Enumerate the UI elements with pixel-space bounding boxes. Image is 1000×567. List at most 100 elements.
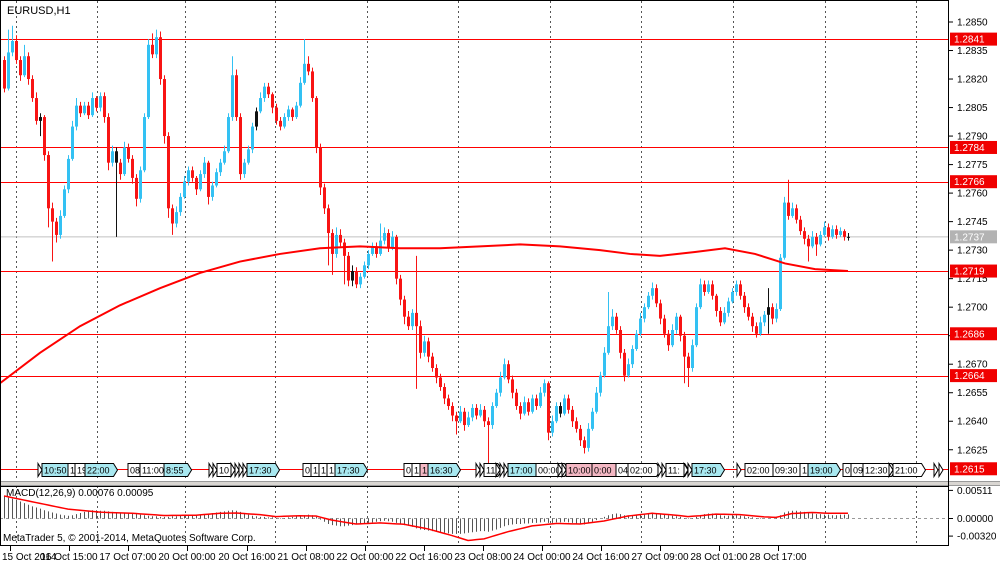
calendar-event-flag[interactable] bbox=[208, 461, 214, 479]
candle-body bbox=[711, 284, 714, 296]
calendar-event-flag[interactable] bbox=[657, 461, 663, 479]
calendar-event-flag[interactable] bbox=[212, 461, 218, 479]
price-axis-tick-label: 1.2670 bbox=[957, 360, 988, 371]
candle-body bbox=[31, 79, 34, 99]
calendar-event-flag[interactable] bbox=[691, 463, 726, 477]
calendar-event-flag[interactable] bbox=[238, 461, 244, 479]
candle-body bbox=[643, 307, 646, 319]
price-axis-tick-label: 1.2715 bbox=[957, 274, 988, 285]
calendar-event-flag-time: 21:00 bbox=[895, 466, 918, 476]
calendar-event-flag[interactable] bbox=[242, 461, 248, 479]
calendar-event-flag[interactable] bbox=[499, 461, 505, 479]
pane-splitter[interactable] bbox=[0, 481, 1000, 486]
candle-body bbox=[135, 177, 138, 199]
calendar-event-flag[interactable] bbox=[888, 461, 894, 479]
calendar-event-flag[interactable] bbox=[807, 463, 842, 477]
price-axis-tick-label: 1.2760 bbox=[957, 189, 988, 200]
calendar-event-flag[interactable] bbox=[479, 461, 485, 479]
candle-body bbox=[183, 181, 186, 197]
calendar-event-flag[interactable] bbox=[427, 463, 462, 477]
moving-average-line[interactable] bbox=[0, 243, 849, 385]
candle-body bbox=[495, 392, 498, 407]
candle-body bbox=[831, 229, 834, 237]
price-axis-tick-label: 1.2835 bbox=[957, 46, 988, 57]
calendar-event-flag-time: 0 bbox=[305, 466, 310, 476]
calendar-event-flag[interactable] bbox=[736, 461, 742, 479]
calendar-event-flag[interactable] bbox=[892, 463, 927, 477]
calendar-event-flag[interactable] bbox=[661, 461, 667, 479]
candle-body bbox=[463, 411, 466, 426]
calendar-event-flag[interactable] bbox=[933, 461, 939, 479]
candle-body bbox=[779, 257, 782, 310]
calendar-event-flag-time: 00:00 bbox=[538, 466, 561, 476]
chart-symbol-period-label: EURUSD,H1 bbox=[7, 5, 71, 17]
candle-body bbox=[343, 242, 346, 256]
candle-body bbox=[383, 233, 386, 241]
candle-body bbox=[715, 295, 718, 311]
candle-body bbox=[79, 105, 82, 114]
candle-body bbox=[719, 310, 722, 323]
candle-body bbox=[575, 421, 578, 429]
candle-body bbox=[635, 333, 638, 349]
level-price-badge bbox=[950, 264, 997, 278]
candle-body bbox=[615, 316, 618, 330]
price-axis-tick-label: 1.2850 bbox=[957, 18, 988, 29]
candle-body bbox=[691, 345, 694, 369]
price-axis-tick-label: 1.2820 bbox=[957, 75, 988, 86]
calendar-event-flag[interactable] bbox=[163, 463, 193, 477]
candle-body bbox=[255, 111, 258, 127]
calendar-event-flag[interactable] bbox=[234, 461, 240, 479]
candle-body bbox=[399, 278, 402, 300]
candle-body bbox=[243, 162, 246, 175]
candle-body bbox=[755, 326, 758, 334]
calendar-event-flag-time: 10:00 bbox=[568, 466, 591, 476]
time-axis-tick-label: 24 Oct 16:00 bbox=[572, 552, 630, 563]
candle-body bbox=[415, 312, 418, 327]
calendar-event-flag[interactable] bbox=[561, 461, 567, 479]
candle-body bbox=[667, 333, 670, 346]
time-axis-scale-area[interactable] bbox=[0, 546, 948, 567]
calendar-event-flag[interactable] bbox=[230, 461, 236, 479]
candle-body bbox=[443, 387, 446, 399]
candle-body bbox=[235, 75, 238, 118]
candle-body bbox=[431, 356, 434, 369]
candle-body bbox=[23, 56, 26, 76]
calendar-event-flag-time: 19 bbox=[77, 466, 87, 476]
candle-body bbox=[211, 185, 214, 197]
calendar-event-flag-time: 1 bbox=[414, 466, 419, 476]
candle-body bbox=[27, 56, 30, 80]
candle-body bbox=[563, 398, 566, 414]
candle-body bbox=[247, 149, 250, 163]
calendar-event-flag-time: 09 bbox=[853, 466, 863, 476]
time-axis-tick-label: 23 Oct 08:00 bbox=[454, 552, 512, 563]
time-axis-tick-label: 22 Oct 16:00 bbox=[395, 552, 453, 563]
candle-body bbox=[475, 407, 478, 416]
candle-body bbox=[395, 236, 398, 279]
calendar-event-flag[interactable] bbox=[938, 461, 944, 479]
calendar-event-flag[interactable] bbox=[503, 461, 509, 479]
macd-signal-line bbox=[3, 495, 848, 542]
calendar-event-flag[interactable] bbox=[683, 461, 689, 479]
calendar-event-flag[interactable] bbox=[84, 463, 119, 477]
calendar-event-flag[interactable] bbox=[557, 461, 563, 479]
candle-body bbox=[679, 316, 682, 336]
candle-body bbox=[127, 147, 130, 159]
calendar-event-flag[interactable] bbox=[246, 463, 281, 477]
calendar-event-flag[interactable] bbox=[475, 461, 481, 479]
candle-body bbox=[223, 151, 226, 163]
level-price-badge bbox=[950, 369, 997, 383]
calendar-event-flag[interactable] bbox=[665, 463, 690, 477]
candle-body bbox=[39, 117, 42, 121]
calendar-event-flag[interactable] bbox=[334, 463, 369, 477]
calendar-event-flag[interactable] bbox=[687, 461, 693, 479]
calendar-event-flag[interactable] bbox=[37, 461, 43, 479]
candle-body bbox=[531, 398, 534, 412]
macd-axis-tick-label: -0.00320 bbox=[957, 532, 997, 543]
candle-body bbox=[699, 284, 702, 308]
price-axis-scale-area[interactable] bbox=[949, 0, 1000, 545]
candle-body bbox=[55, 221, 58, 235]
calendar-event-flag[interactable] bbox=[495, 461, 501, 479]
candle-body bbox=[363, 265, 366, 277]
candle-body bbox=[639, 318, 642, 334]
